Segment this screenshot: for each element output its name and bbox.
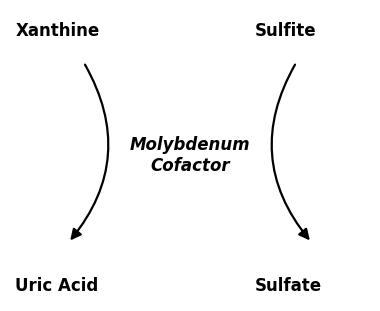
Text: Sulfite: Sulfite	[255, 22, 316, 40]
Text: Xanthine: Xanthine	[15, 22, 100, 40]
Text: Sulfate: Sulfate	[255, 277, 322, 295]
Text: Molybdenum
Cofactor: Molybdenum Cofactor	[130, 136, 250, 175]
Text: Uric Acid: Uric Acid	[15, 277, 98, 295]
